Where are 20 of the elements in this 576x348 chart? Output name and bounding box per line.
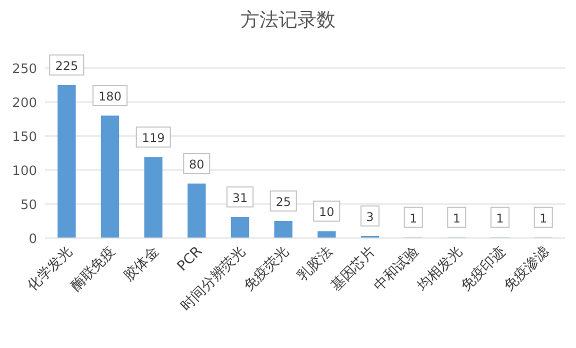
data-label: 1 (540, 211, 548, 226)
data-label: 31 (232, 190, 248, 205)
y-tick-label: 0 (28, 232, 37, 247)
data-label: 80 (189, 158, 204, 172)
data-label: 1 (452, 211, 460, 226)
data-label: 180 (98, 90, 122, 104)
x-tick-label: 胶体金 (121, 244, 162, 285)
data-label: 1 (496, 211, 504, 226)
data-label: 10 (319, 205, 334, 220)
data-label: 225 (55, 59, 78, 73)
chart-title: 方法记录数 (240, 9, 336, 31)
y-tick-label: 100 (12, 164, 37, 179)
data-label: 3 (366, 210, 374, 224)
y-tick-label: 200 (12, 96, 37, 111)
y-tick-label: 150 (12, 130, 37, 145)
data-label: 1 (410, 211, 418, 226)
y-tick-label: 250 (12, 62, 37, 77)
data-label: 119 (142, 131, 165, 146)
y-tick-label: 50 (20, 198, 37, 213)
data-label: 25 (276, 195, 291, 209)
